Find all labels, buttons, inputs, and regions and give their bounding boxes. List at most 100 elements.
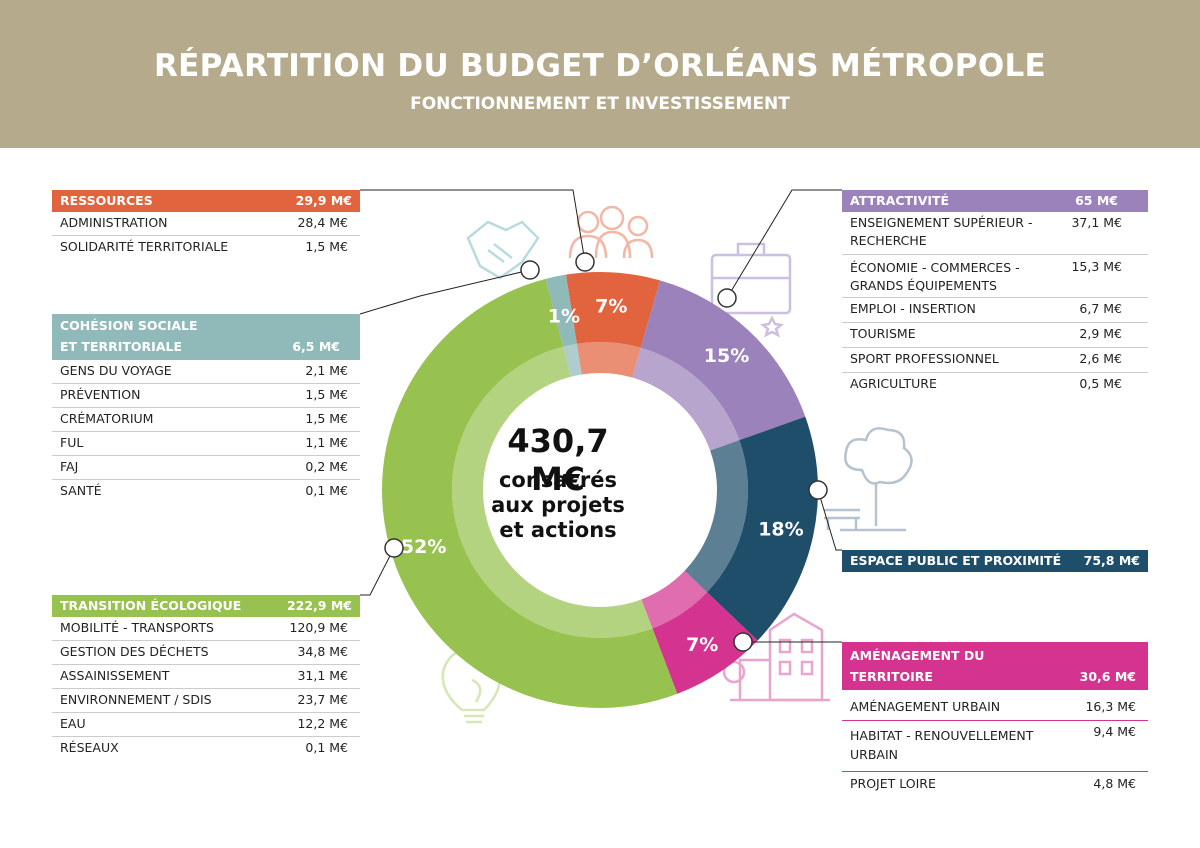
- slice-ressources: [565, 272, 661, 348]
- panel-ressources-header: RESSOURCES 29,9 M€: [52, 190, 360, 212]
- center-caption-line2: aux projets: [491, 493, 625, 517]
- row-label-line2: RECHERCHE: [850, 233, 927, 248]
- table-row: MOBILITÉ - TRANSPORTS 120,9 M€: [52, 617, 360, 641]
- row-label: ADMINISTRATION: [60, 215, 168, 230]
- leader-marker-0: [575, 252, 595, 272]
- row-label-line2: GRANDS ÉQUIPEMENTS: [850, 278, 997, 293]
- table-row: ENSEIGNEMENT SUPÉRIEUR - RECHERCHE 37,1 …: [842, 212, 1148, 255]
- slice-label-ressources: 7%: [595, 295, 627, 317]
- row-value: 15,3 M€: [1071, 259, 1122, 274]
- row-label: GESTION DES DÉCHETS: [60, 644, 209, 659]
- panel-ressources-value: 29,9 M€: [295, 193, 352, 208]
- table-row: SANTÉ 0,1 M€: [52, 480, 360, 503]
- row-label: GENS DU VOYAGE: [60, 363, 172, 378]
- slice-espace-public-et-proximite: [707, 416, 818, 641]
- panel-ressources: RESSOURCES 29,9 M€ ADMINISTRATION 28,4 M…: [52, 190, 360, 259]
- table-row: ASSAINISSEMENT 31,1 M€: [52, 665, 360, 689]
- leader-attractivite: [726, 189, 842, 299]
- row-label-line1: ÉCONOMIE - COMMERCES -: [850, 260, 1020, 275]
- table-row: CRÉMATORIUM 1,5 M€: [52, 408, 360, 432]
- center-caption: consacrés aux projets et actions: [488, 468, 628, 543]
- row-value: 31,1 M€: [297, 668, 348, 683]
- slice-labels: 7% 15% 18% 7% 52% 1%: [401, 295, 804, 656]
- row-label-line1: HABITAT - RENOUVELLEMENT: [850, 728, 1034, 743]
- row-value: 2,6 M€: [1079, 351, 1122, 366]
- row-value: 1,1 M€: [305, 435, 348, 450]
- panel-cohesion-header: COHÉSION SOCIALE ET TERRITORIALE 6,5 M€: [52, 314, 360, 360]
- table-row: RÉSEAUX 0,1 M€: [52, 737, 360, 760]
- slice-label-transition-ecologique: 52%: [401, 536, 446, 558]
- panel-transition-header: TRANSITION ÉCOLOGIQUE 222,9 M€: [52, 595, 360, 617]
- row-label: ÉCONOMIE - COMMERCES - GRANDS ÉQUIPEMENT…: [850, 259, 1020, 295]
- row-value: 1,5 M€: [305, 239, 348, 254]
- row-label-line1: ENSEIGNEMENT SUPÉRIEUR -: [850, 215, 1033, 230]
- panel-attractivite-header: ATTRACTIVITÉ 65 M€: [842, 190, 1148, 212]
- panel-espace: ESPACE PUBLIC ET PROXIMITÉ 75,8 M€: [842, 550, 1148, 572]
- row-label: CRÉMATORIUM: [60, 411, 154, 426]
- table-row: AMÉNAGEMENT URBAIN 16,3 M€: [842, 696, 1148, 721]
- row-label: FUL: [60, 435, 84, 450]
- center-caption-line1: consacrés: [498, 468, 618, 492]
- panel-attractivite: ATTRACTIVITÉ 65 M€ ENSEIGNEMENT SUPÉRIEU…: [842, 190, 1148, 397]
- row-label: MOBILITÉ - TRANSPORTS: [60, 620, 214, 635]
- table-row: SOLIDARITÉ TERRITORIALE 1,5 M€: [52, 236, 360, 259]
- row-label: AMÉNAGEMENT URBAIN: [850, 699, 1001, 714]
- panel-amenagement: AMÉNAGEMENT DU TERRITOIRE 30,6 M€ AMÉNAG…: [842, 642, 1148, 796]
- row-value: 28,4 M€: [297, 215, 348, 230]
- table-row: SPORT PROFESSIONNEL 2,6 M€: [842, 348, 1148, 373]
- panel-cohesion: COHÉSION SOCIALE ET TERRITORIALE 6,5 M€ …: [52, 314, 360, 503]
- row-label: HABITAT - RENOUVELLEMENT URBAIN: [850, 726, 1033, 764]
- leader-transition: [360, 547, 395, 596]
- leader-lines: [359, 189, 842, 643]
- row-value: 2,9 M€: [1079, 326, 1122, 341]
- slice-inner-amenagement-du-territoire: [641, 570, 708, 629]
- panel-attractivite-name: ATTRACTIVITÉ: [850, 193, 950, 208]
- table-row: FUL 1,1 M€: [52, 432, 360, 456]
- row-value: 23,7 M€: [297, 692, 348, 707]
- slice-inner-transition-ecologique: [452, 346, 653, 638]
- table-row: ÉCONOMIE - COMMERCES - GRANDS ÉQUIPEMENT…: [842, 255, 1148, 298]
- table-row: AGRICULTURE 0,5 M€: [842, 373, 1148, 397]
- row-label: SPORT PROFESSIONNEL: [850, 351, 999, 366]
- row-value: 0,1 M€: [305, 740, 348, 755]
- table-row: GESTION DES DÉCHETS 34,8 M€: [52, 641, 360, 665]
- panel-amenagement-name-2: TERRITOIRE: [850, 669, 933, 684]
- panel-transition-value: 222,9 M€: [286, 598, 352, 613]
- header-banner: [0, 0, 1200, 148]
- table-row: TOURISME 2,9 M€: [842, 323, 1148, 348]
- people-icon: [568, 205, 654, 259]
- panel-transition-name: TRANSITION ÉCOLOGIQUE: [60, 598, 242, 613]
- row-label: EMPLOI - INSERTION: [850, 301, 976, 316]
- leader-marker-2: [717, 288, 737, 308]
- table-row: PROJET LOIRE 4,8 M€: [842, 772, 1148, 796]
- row-label: ENSEIGNEMENT SUPÉRIEUR - RECHERCHE: [850, 214, 1032, 250]
- panel-ressources-name: RESSOURCES: [60, 193, 153, 208]
- row-value: 4,8 M€: [1093, 776, 1136, 791]
- row-value: 6,7 M€: [1079, 301, 1122, 316]
- row-value: 0,1 M€: [305, 483, 348, 498]
- panel-attractivite-value: 65 M€: [1075, 193, 1118, 208]
- page-title: RÉPARTITION DU BUDGET D’ORLÉANS MÉTROPOL…: [153, 48, 1047, 84]
- table-row: HABITAT - RENOUVELLEMENT URBAIN 9,4 M€: [842, 721, 1148, 772]
- panel-cohesion-value: 6,5 M€: [292, 339, 340, 354]
- row-label: TOURISME: [850, 326, 916, 341]
- leader-marker-4: [733, 632, 753, 652]
- table-row: ENVIRONNEMENT / SDIS 23,7 M€: [52, 689, 360, 713]
- slice-label-espace-public-et-proximite: 18%: [758, 518, 803, 540]
- slice-inner-cohesion-sociale-et-territoriale: [563, 343, 582, 377]
- panel-cohesion-name-2: ET TERRITORIALE: [60, 339, 182, 354]
- row-value: 0,2 M€: [305, 459, 348, 474]
- leader-ressources: [360, 189, 586, 263]
- row-value: 0,5 M€: [1079, 376, 1122, 391]
- slice-inner-attractivite: [632, 347, 740, 451]
- leader-espace: [817, 489, 842, 551]
- slice-inner-ressources: [576, 341, 641, 378]
- row-label: EAU: [60, 716, 86, 731]
- row-label: SOLIDARITÉ TERRITORIALE: [60, 239, 229, 254]
- slice-transition-ecologique: [381, 278, 678, 709]
- panel-transition: TRANSITION ÉCOLOGIQUE 222,9 M€ MOBILITÉ …: [52, 595, 360, 760]
- center-total: 430,7 M€: [507, 422, 609, 498]
- slice-amenagement-du-territoire: [652, 592, 758, 694]
- panel-cohesion-name-1: COHÉSION SOCIALE: [60, 318, 198, 333]
